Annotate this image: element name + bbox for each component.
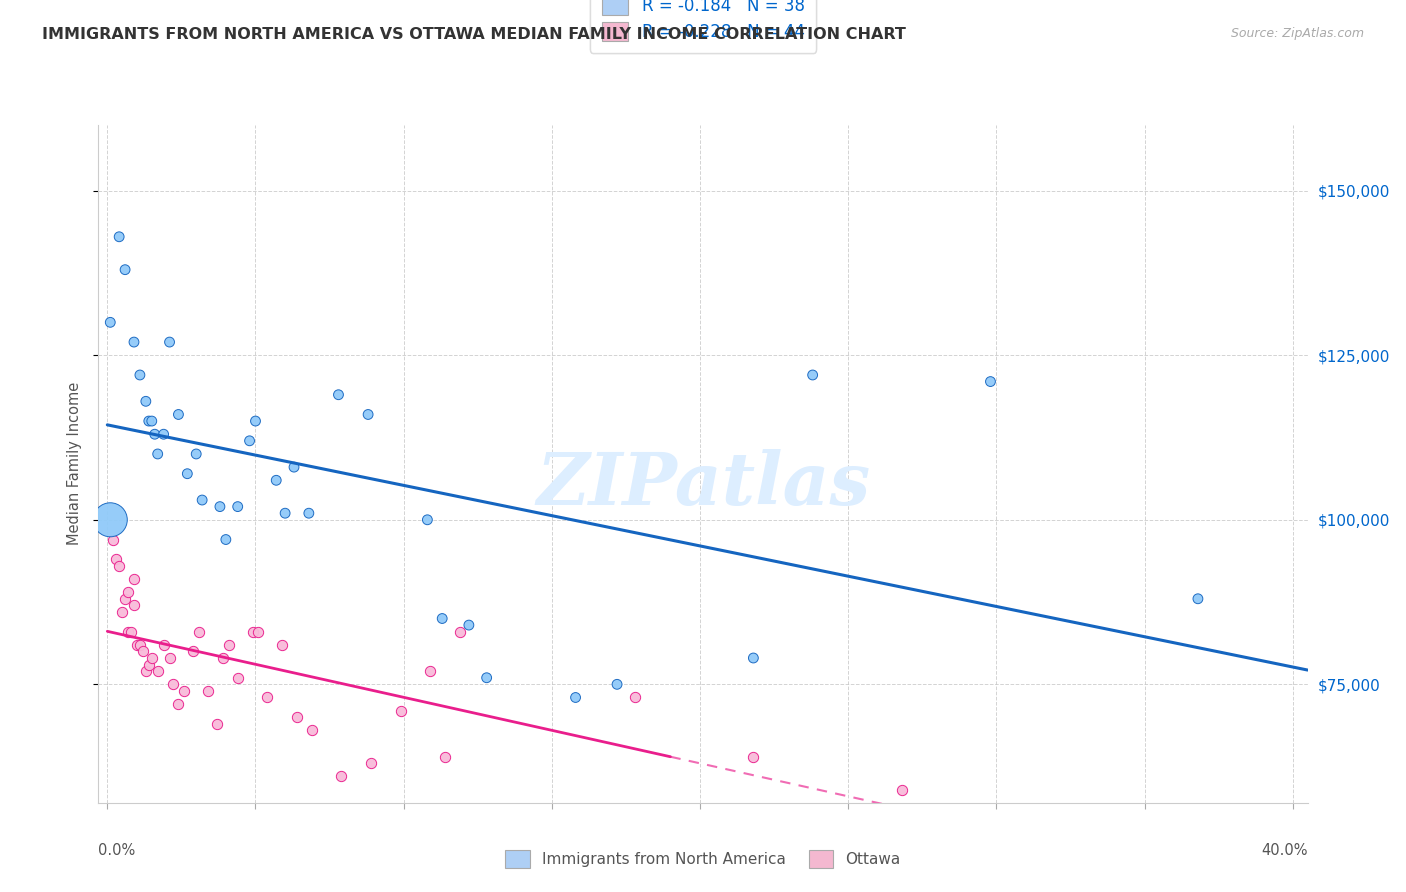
Point (188, 624, 211, 639)
Point (132, 644, 155, 658)
Point (742, 651, 765, 665)
Point (111, 605, 134, 619)
Text: Source: ZipAtlas.com: Source: ZipAtlas.com (1230, 27, 1364, 40)
Legend: R = -0.184   N = 38, R = -0.228   N = 44: R = -0.184 N = 38, R = -0.228 N = 44 (591, 0, 815, 53)
Point (114, 591, 136, 606)
Text: 0.0%: 0.0% (98, 843, 135, 858)
Point (143, 427, 166, 442)
Point (360, 756, 382, 771)
Point (197, 684, 219, 698)
Point (218, 638, 240, 652)
Point (432, 611, 454, 625)
Text: 40.0%: 40.0% (1261, 843, 1308, 858)
Point (274, 506, 297, 520)
Point (475, 671, 498, 685)
Point (138, 414, 160, 428)
Point (245, 414, 267, 428)
Point (122, 572, 145, 586)
Text: IMMIGRANTS FROM NORTH AMERICA VS OTTAWA MEDIAN FAMILY INCOME CORRELATION CHART: IMMIGRANTS FROM NORTH AMERICA VS OTTAWA … (42, 27, 905, 42)
Point (256, 690, 278, 705)
Text: ZIPatlas: ZIPatlas (536, 449, 870, 520)
Point (564, 690, 586, 705)
Point (226, 671, 249, 685)
Point (191, 493, 214, 508)
Point (98, 513, 121, 527)
Point (108, 558, 131, 573)
Point (103, 533, 125, 547)
Point (242, 624, 264, 639)
Point (173, 684, 195, 698)
Y-axis label: Median Family Income: Median Family Income (67, 382, 83, 546)
Point (457, 618, 479, 632)
Point (416, 513, 439, 527)
Point (141, 414, 163, 428)
Point (135, 664, 157, 678)
Point (328, 388, 350, 402)
Point (162, 677, 184, 691)
Point (117, 585, 139, 599)
Point (212, 651, 235, 665)
Point (271, 638, 294, 652)
Point (159, 334, 181, 349)
Point (141, 651, 163, 665)
Point (330, 769, 353, 783)
Point (264, 473, 287, 487)
Point (890, 782, 912, 797)
Point (742, 749, 765, 764)
Point (152, 427, 174, 442)
Point (226, 500, 249, 514)
Point (135, 394, 157, 409)
Point (208, 500, 231, 514)
Point (298, 506, 321, 520)
Point (1187, 591, 1209, 606)
Point (357, 408, 380, 422)
Point (181, 644, 204, 658)
Point (146, 447, 169, 461)
Point (167, 697, 190, 711)
Point (215, 533, 238, 547)
Point (449, 624, 471, 639)
Point (301, 723, 323, 738)
Point (247, 624, 270, 639)
Point (117, 624, 139, 639)
Point (146, 664, 169, 678)
Point (122, 599, 145, 613)
Point (159, 651, 181, 665)
Legend: Immigrants from North America, Ottawa: Immigrants from North America, Ottawa (498, 843, 908, 875)
Point (152, 638, 174, 652)
Point (120, 624, 142, 639)
Point (239, 434, 262, 448)
Point (801, 368, 824, 382)
Point (129, 368, 152, 382)
Point (167, 408, 190, 422)
Point (434, 749, 457, 764)
Point (176, 467, 198, 481)
Point (114, 262, 136, 277)
Point (285, 710, 308, 724)
Point (108, 229, 131, 244)
Point (606, 677, 628, 691)
Point (979, 375, 1001, 389)
Point (186, 447, 208, 461)
Point (205, 716, 228, 731)
Point (419, 664, 441, 678)
Point (125, 638, 148, 652)
Point (283, 460, 305, 475)
Point (389, 704, 412, 718)
Point (138, 657, 160, 672)
Point (98, 315, 121, 329)
Point (122, 334, 145, 349)
Point (105, 552, 128, 566)
Point (129, 638, 152, 652)
Point (624, 690, 647, 705)
